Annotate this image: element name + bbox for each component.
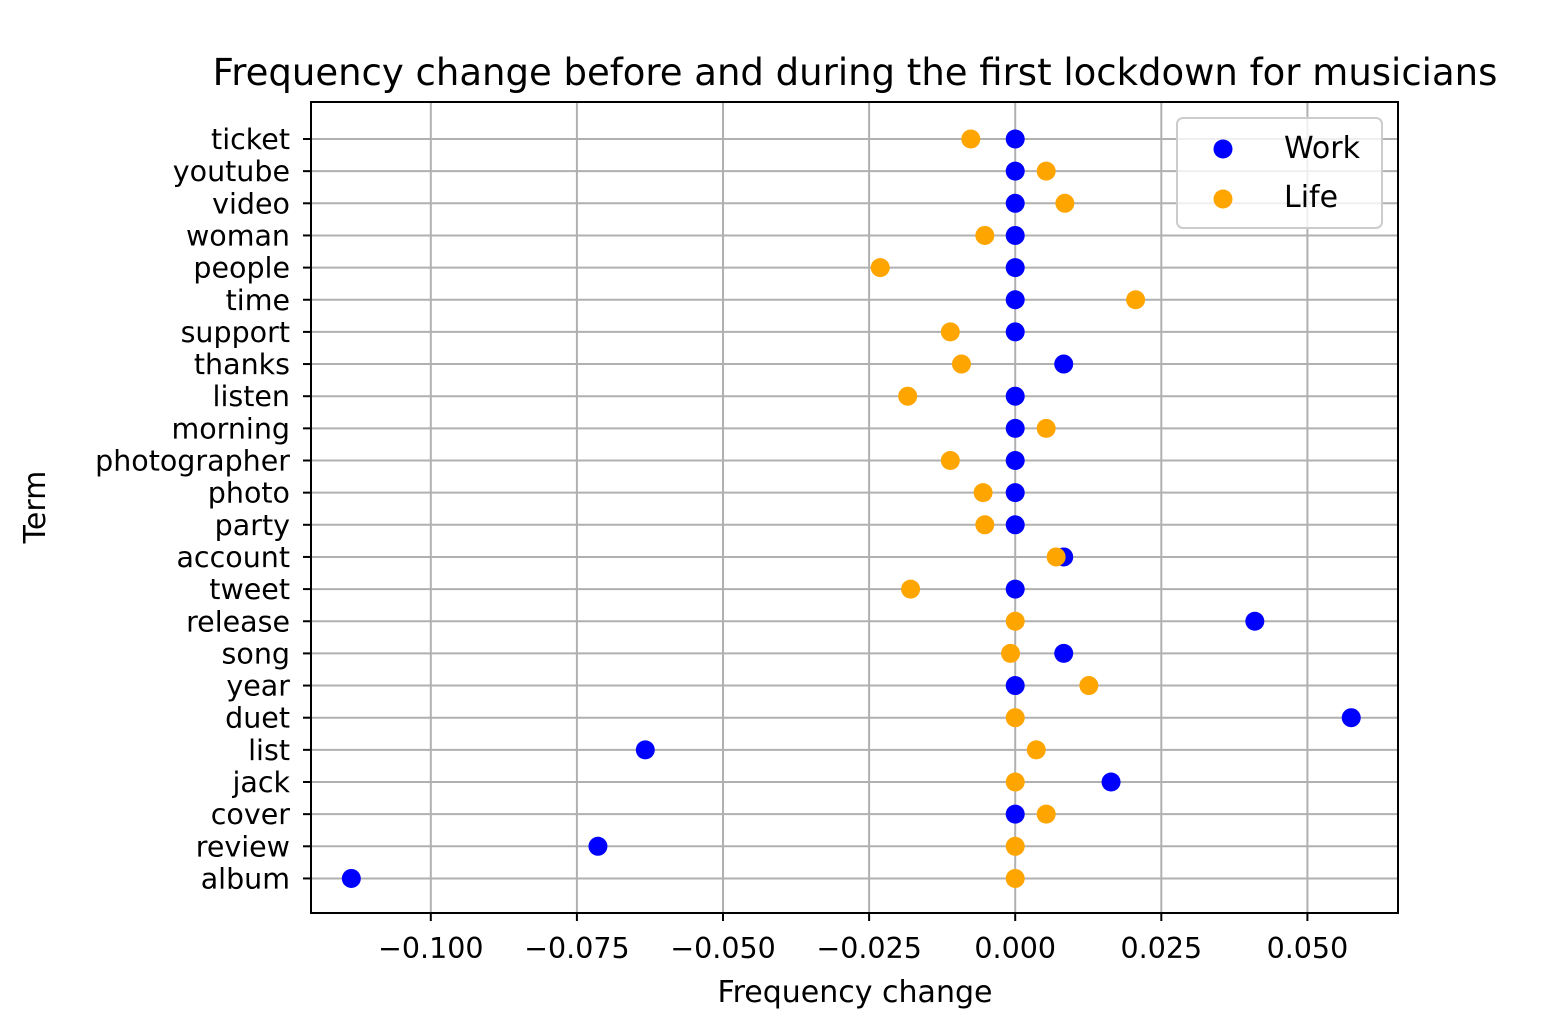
y-tick-label: cover	[211, 798, 291, 831]
point-work-year	[1005, 676, 1025, 696]
point-work-tweet	[1005, 579, 1025, 599]
point-work-duet	[1341, 708, 1361, 728]
legend-marker-work	[1213, 139, 1233, 159]
point-life-morning	[1036, 418, 1056, 438]
y-tick-label: jack	[231, 766, 290, 799]
point-work-youtube	[1005, 161, 1025, 181]
point-work-thanks	[1054, 354, 1074, 374]
y-tick-label: account	[176, 541, 290, 574]
chart-title: Frequency change before and during the f…	[213, 51, 1498, 94]
point-work-list	[635, 740, 655, 760]
plot-frame	[310, 101, 1399, 914]
point-life-listen	[898, 386, 918, 406]
point-life-review	[1005, 836, 1025, 856]
y-tick-label: list	[248, 734, 290, 767]
x-tick-label: 0.050	[1267, 932, 1349, 965]
point-work-release	[1245, 611, 1265, 631]
point-work-ticket	[1005, 129, 1025, 149]
point-work-people	[1005, 258, 1025, 278]
data-points	[341, 129, 1361, 888]
y-axis: albumreviewcoverjacklistduetyearsongrele…	[95, 123, 311, 895]
point-life-party	[975, 515, 995, 535]
y-tick-label: song	[222, 637, 290, 670]
point-life-jack	[1005, 772, 1025, 792]
y-tick-label: support	[181, 316, 290, 349]
point-work-jack	[1101, 772, 1121, 792]
point-life-account	[1046, 547, 1066, 567]
point-life-youtube	[1036, 161, 1056, 181]
point-life-support	[940, 322, 960, 342]
point-life-video	[1055, 193, 1075, 213]
point-work-woman	[1005, 225, 1025, 245]
point-work-song	[1054, 643, 1074, 663]
x-tick-label: −0.025	[816, 932, 921, 965]
x-tick-label: −0.050	[670, 932, 775, 965]
y-tick-label: party	[215, 509, 290, 542]
point-work-support	[1005, 322, 1025, 342]
y-tick-label: album	[201, 862, 290, 895]
legend-marker-life	[1213, 189, 1233, 209]
x-tick-label: 0.025	[1121, 932, 1203, 965]
y-tick-label: thanks	[194, 348, 290, 381]
point-work-video	[1005, 193, 1025, 213]
point-life-ticket	[961, 129, 981, 149]
y-tick-label: youtube	[173, 155, 290, 188]
y-tick-label: tweet	[209, 573, 290, 606]
point-life-tweet	[901, 579, 921, 599]
point-life-list	[1026, 740, 1046, 760]
legend: Work Life	[1176, 117, 1383, 229]
x-axis-label: Frequency change	[718, 975, 993, 1010]
point-life-release	[1005, 611, 1025, 631]
y-tick-label: ticket	[211, 123, 290, 156]
point-work-photo	[1005, 483, 1025, 503]
point-work-party	[1005, 515, 1025, 535]
point-life-time	[1126, 290, 1146, 310]
point-life-album	[1005, 868, 1025, 888]
point-life-woman	[975, 225, 995, 245]
point-life-thanks	[951, 354, 971, 374]
y-tick-label: release	[186, 605, 290, 638]
point-life-duet	[1005, 708, 1025, 728]
y-tick-label: woman	[186, 219, 290, 252]
y-tick-label: morning	[171, 412, 290, 445]
point-work-review	[588, 836, 608, 856]
point-work-listen	[1005, 386, 1025, 406]
point-life-photographer	[940, 451, 960, 470]
point-life-cover	[1036, 804, 1056, 824]
y-tick-label: video	[212, 187, 290, 220]
x-axis: −0.100 −0.075 −0.050 −0.025 0.000 0.025 0.050	[378, 913, 1348, 965]
point-work-cover	[1005, 804, 1025, 824]
y-tick-label: photographer	[95, 445, 290, 478]
point-life-song	[1001, 643, 1021, 663]
y-tick-label: duet	[225, 702, 290, 735]
y-tick-label: photo	[208, 477, 290, 510]
y-axis-label: Term	[18, 471, 53, 545]
y-tick-label: listen	[213, 380, 290, 413]
legend-label-life: Life	[1284, 180, 1338, 215]
y-tick-label: people	[193, 252, 290, 285]
x-tick-label: −0.075	[524, 932, 629, 965]
point-life-photo	[973, 483, 993, 503]
y-tick-label: time	[226, 284, 290, 317]
x-tick-label: 0.000	[974, 932, 1056, 965]
legend-label-work: Work	[1284, 131, 1361, 166]
point-work-time	[1005, 290, 1025, 310]
point-work-album	[341, 868, 361, 888]
y-tick-label: review	[196, 830, 290, 863]
point-work-photographer	[1005, 451, 1025, 470]
point-life-year	[1079, 676, 1099, 696]
point-life-people	[870, 258, 890, 278]
x-tick-label: −0.100	[378, 932, 483, 965]
y-tick-label: year	[226, 670, 290, 703]
point-work-morning	[1005, 418, 1025, 438]
